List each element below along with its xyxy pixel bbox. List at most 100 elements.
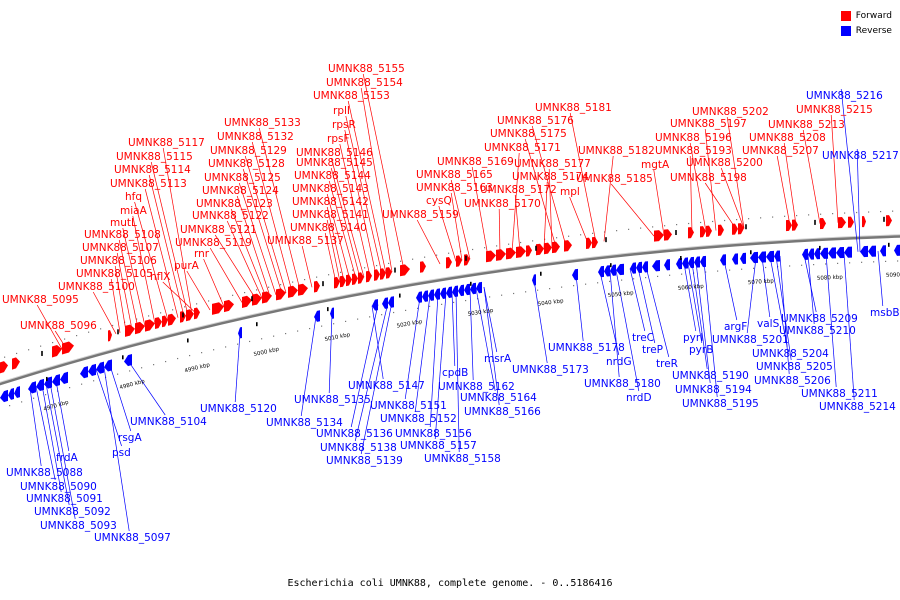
track-dot bbox=[513, 292, 515, 295]
forward-gene-label: UMNK88_5132 bbox=[217, 131, 294, 143]
reverse-gene-label: psd bbox=[112, 447, 131, 459]
label-connector bbox=[132, 215, 156, 324]
gene-arrow bbox=[8, 387, 14, 400]
forward-gene-label: UMNK88_5145 bbox=[296, 157, 373, 169]
label-connector bbox=[251, 141, 293, 292]
track-dot bbox=[280, 284, 282, 286]
gene-arrow bbox=[416, 291, 422, 303]
gene-arrow bbox=[630, 262, 636, 274]
scale-tick-label: 4990 kbp bbox=[184, 362, 211, 374]
gene-arrow bbox=[125, 324, 135, 337]
gene-arrow bbox=[862, 216, 866, 228]
reverse-gene-label: UMNK88_5120 bbox=[200, 403, 277, 415]
label-connector bbox=[244, 155, 287, 293]
track-dot bbox=[153, 364, 155, 366]
reverse-gene-label: msrA bbox=[484, 353, 512, 365]
reverse-gene-label: UMNK88_5090 bbox=[20, 481, 97, 493]
gene-arrow bbox=[604, 265, 610, 277]
track-dot bbox=[688, 222, 690, 225]
track-dot bbox=[9, 405, 11, 407]
reverse-gene-label: UMNK88_5157 bbox=[400, 440, 477, 452]
track-dot bbox=[196, 303, 198, 305]
label-connector bbox=[150, 161, 189, 316]
gene-arrow bbox=[808, 248, 814, 260]
gene-arrow bbox=[288, 285, 298, 298]
gene-arrow bbox=[88, 363, 96, 376]
label-connector bbox=[134, 201, 169, 321]
gene-arrow bbox=[774, 250, 780, 262]
forward-gene-label: UMNK88_5165 bbox=[416, 169, 493, 181]
gene-arrow bbox=[598, 265, 604, 278]
track-dot bbox=[165, 360, 167, 363]
gene-arrow bbox=[108, 329, 112, 342]
reverse-gene-label: rsgA bbox=[118, 432, 142, 444]
label-connector bbox=[524, 138, 557, 248]
forward-gene-label: UMNK88_5137 bbox=[267, 235, 344, 247]
label-connector bbox=[186, 270, 211, 311]
label-connector bbox=[720, 167, 745, 229]
scale-tick-mark bbox=[745, 224, 747, 230]
gene-arrow bbox=[720, 254, 726, 266]
label-connector bbox=[469, 289, 474, 381]
label-connector bbox=[360, 302, 393, 455]
track-dot bbox=[568, 235, 570, 237]
gene-arrow bbox=[352, 273, 358, 285]
reverse-swatch bbox=[840, 25, 851, 36]
track-dot bbox=[4, 356, 6, 358]
label-connector bbox=[455, 291, 460, 453]
label-connector bbox=[326, 193, 351, 280]
gene-arrow bbox=[544, 242, 552, 255]
track-dot bbox=[561, 286, 563, 288]
label-connector bbox=[114, 265, 127, 332]
track-dot bbox=[357, 318, 359, 320]
gene-arrow bbox=[476, 281, 482, 294]
scale-tick-mark bbox=[399, 293, 401, 298]
track-dot bbox=[832, 213, 834, 215]
gene-arrow bbox=[366, 270, 372, 283]
reverse-gene-label: treR bbox=[656, 358, 678, 370]
track-dot bbox=[448, 252, 450, 254]
track-dot bbox=[393, 311, 395, 314]
gene-arrow bbox=[446, 256, 452, 269]
label-connectors bbox=[29, 73, 884, 532]
scale-tick-mark bbox=[182, 312, 184, 318]
reverse-gene-label: UMNK88_5152 bbox=[380, 413, 457, 425]
scale-tick-mark bbox=[256, 322, 258, 327]
gene-arrow bbox=[162, 315, 168, 328]
label-connector bbox=[533, 279, 548, 364]
label-connector bbox=[683, 263, 697, 332]
gene-labels: UMNK88_5095UMNK88_5096UMNK88_5100UMNK88_… bbox=[2, 63, 900, 544]
label-connector bbox=[209, 247, 243, 303]
forward-gene-label: hflX bbox=[150, 271, 170, 283]
scale-tick-label: 4980 kbp bbox=[119, 379, 146, 392]
label-connector bbox=[148, 174, 185, 317]
forward-gene-label: rpsF bbox=[327, 133, 350, 145]
track-dot bbox=[429, 305, 431, 307]
label-connector bbox=[877, 251, 884, 307]
label-connector bbox=[723, 259, 738, 321]
scale-tick-mark bbox=[41, 350, 43, 356]
scale-tick-mark bbox=[327, 307, 329, 312]
label-connector bbox=[214, 234, 257, 300]
reverse-gene-label: UMNK88_5195 bbox=[682, 398, 759, 410]
gene-arrow bbox=[452, 285, 458, 298]
gene-arrow bbox=[340, 275, 346, 288]
gene-arrow bbox=[428, 289, 434, 301]
label-connector bbox=[238, 182, 277, 296]
gene-arrow bbox=[750, 251, 758, 264]
label-connector bbox=[761, 257, 771, 318]
track-dot bbox=[453, 301, 455, 304]
label-connector bbox=[416, 219, 441, 265]
label-connector bbox=[609, 270, 620, 378]
label-connector bbox=[230, 208, 267, 298]
forward-gene-label: UMNK88_5197 bbox=[670, 118, 747, 130]
label-connector bbox=[242, 168, 283, 294]
scale-tick-label: 4970 kbp bbox=[43, 400, 70, 413]
label-connector bbox=[236, 195, 271, 297]
gene-arrow bbox=[526, 245, 532, 257]
reverse-gene-label: valS bbox=[757, 318, 780, 330]
gene-arrow bbox=[486, 250, 496, 263]
gene-arrow bbox=[440, 287, 446, 299]
track-dot bbox=[729, 269, 731, 271]
label-connector bbox=[856, 148, 861, 252]
